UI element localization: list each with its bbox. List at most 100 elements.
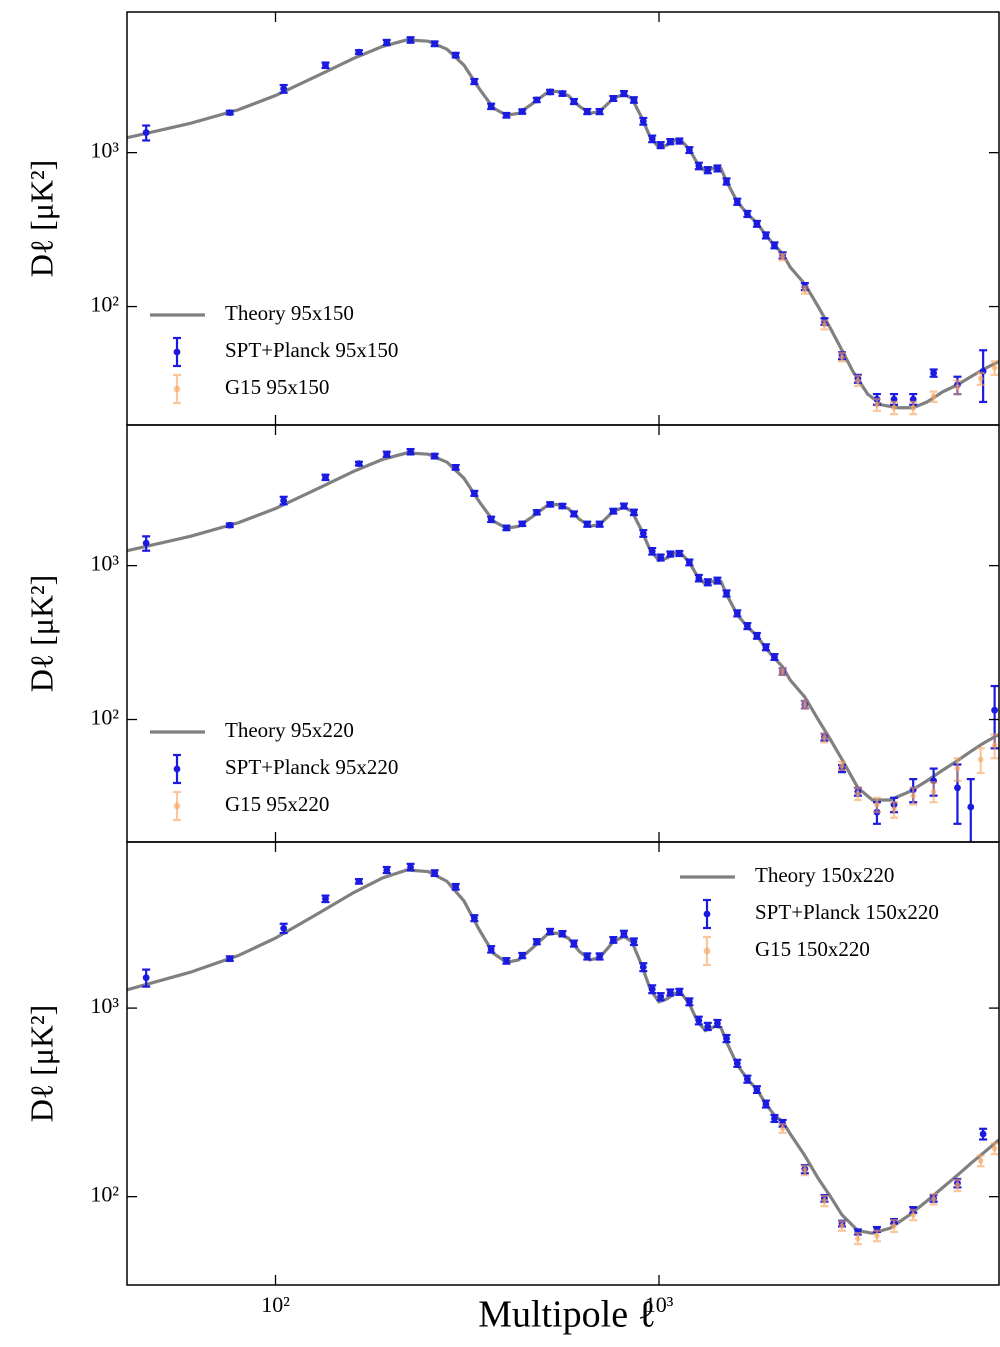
y-tick-label: 10³: [90, 993, 119, 1018]
legend-marker: [173, 385, 181, 393]
data-point: [452, 51, 460, 59]
data-point: [723, 589, 730, 597]
data-point: [723, 178, 730, 185]
data-point: [546, 928, 554, 935]
data-point: [518, 520, 526, 528]
y-tick-label: 10²: [90, 1182, 119, 1207]
data-point: [733, 609, 741, 617]
data-point: [431, 40, 439, 48]
data-point: [954, 765, 961, 772]
data-point: [355, 48, 363, 56]
data-point: [839, 763, 845, 769]
data-point: [910, 1212, 916, 1218]
data-point: [991, 706, 999, 714]
data-point: [839, 1223, 845, 1229]
legend-label: G15 150x220: [755, 937, 870, 961]
data-point: [570, 940, 578, 947]
data-point: [559, 502, 566, 510]
data-point: [431, 869, 439, 877]
data-point: [704, 1022, 712, 1030]
data-point: [639, 963, 647, 971]
data-point: [657, 993, 665, 1001]
data-point: [771, 1115, 778, 1122]
axes-frame: [126, 11, 1000, 426]
data-point: [771, 241, 778, 249]
data-point: [518, 952, 526, 959]
data-point: [609, 95, 617, 102]
data-point: [733, 198, 741, 206]
data-point: [142, 539, 150, 547]
data-point: [657, 141, 665, 149]
data-point: [648, 985, 656, 993]
data-point: [570, 510, 578, 518]
data-point: [779, 254, 786, 260]
data-point: [639, 529, 647, 537]
data-point: [977, 1157, 984, 1164]
data-point: [657, 554, 665, 561]
data-point: [630, 938, 638, 946]
data-point: [977, 375, 984, 382]
data-point: [666, 550, 674, 558]
data-point: [383, 866, 391, 874]
data-point: [452, 883, 460, 891]
data-point: [967, 803, 975, 811]
error-bar: [979, 349, 988, 404]
data-point: [930, 788, 937, 795]
data-point: [930, 393, 937, 400]
data-point: [609, 936, 617, 944]
data-point: [821, 1198, 828, 1204]
legend-label: Theory 95x220: [225, 718, 354, 742]
plot-area: [127, 447, 999, 842]
data-point: [583, 520, 591, 528]
data-point: [407, 448, 414, 456]
data-point: [821, 322, 828, 328]
data-point: [954, 784, 961, 792]
data-point: [762, 231, 770, 239]
data-point: [407, 863, 414, 871]
data-point: [762, 1100, 770, 1108]
data-point: [518, 108, 526, 115]
plot-area: [127, 862, 999, 1246]
y-axis-label: Dℓ [μK²]: [23, 575, 59, 693]
data-point: [753, 220, 761, 228]
data-point: [470, 914, 478, 922]
data-point: [383, 39, 391, 46]
data-point: [733, 1059, 741, 1067]
data-point: [930, 369, 938, 377]
y-tick-label: 10³: [90, 551, 119, 576]
data-point: [503, 524, 510, 532]
data-point: [704, 166, 712, 174]
y-tick-label: 10²: [90, 292, 119, 317]
data-point: [704, 578, 712, 586]
data-point: [714, 165, 721, 172]
data-point: [675, 137, 683, 145]
data-point: [487, 102, 495, 110]
data-point: [685, 146, 693, 154]
data-point: [855, 1235, 861, 1242]
x-tick-label: 10³: [645, 1292, 674, 1317]
data-point: [280, 497, 288, 504]
data-point: [431, 452, 439, 460]
data-point: [821, 735, 828, 741]
x-tick-label: 10²: [261, 1292, 290, 1317]
data-point: [666, 989, 674, 996]
data-point: [226, 109, 234, 117]
data-point: [695, 574, 703, 582]
data-point: [280, 924, 288, 932]
data-point: [991, 742, 998, 749]
legend-label: G15 95x220: [225, 792, 329, 816]
data-point: [802, 287, 808, 293]
data-point: [620, 502, 628, 510]
data-point: [620, 90, 628, 97]
legend-marker: [703, 910, 711, 918]
data-point: [559, 930, 566, 938]
data-point: [620, 930, 628, 938]
data-point: [355, 877, 363, 885]
data-point: [910, 404, 916, 411]
data-point: [685, 558, 693, 566]
data-point: [802, 701, 808, 708]
data-point: [648, 135, 656, 143]
legend-marker: [173, 802, 181, 810]
plot-area: [127, 36, 999, 416]
